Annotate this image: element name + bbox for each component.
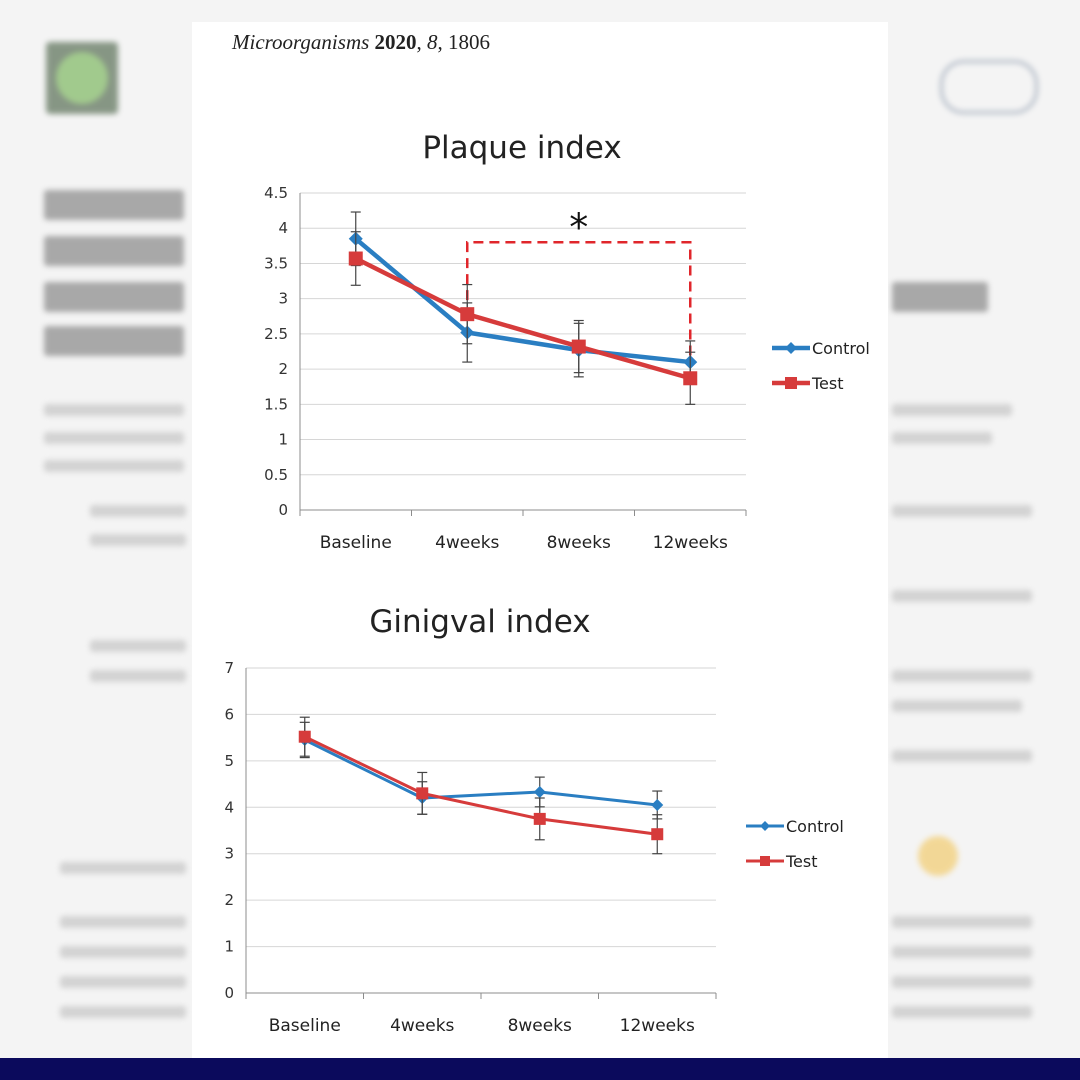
- significance-star: *: [569, 205, 588, 249]
- journal-logo: [46, 42, 118, 114]
- blurred-text-line: [892, 432, 992, 444]
- series-line: [304, 735, 658, 836]
- chart-2: Ginigval index 0 1 2 3 4 5 6 7 Baseline 4weeks 8wee…: [224, 604, 843, 1036]
- badge-icon: [918, 836, 958, 876]
- x-tick-label: Baseline: [320, 533, 392, 553]
- blurred-text-line: [892, 916, 1032, 928]
- legend-label: Test: [811, 374, 844, 393]
- x-tick-label: 8weeks: [508, 1016, 572, 1036]
- journal-citation: Microorganisms 2020, 8, 1806: [232, 30, 491, 54]
- blurred-title-line: [44, 282, 184, 312]
- y-tick-label: 1: [278, 431, 288, 449]
- blurred-text-line: [892, 750, 1032, 762]
- legend-marker: [785, 342, 797, 354]
- y-tick-label: 0: [278, 501, 288, 519]
- y-tick-label: 4: [224, 798, 234, 816]
- legend-label: Control: [812, 339, 870, 358]
- legend-label: Test: [785, 852, 818, 871]
- series-control: [298, 721, 664, 820]
- blurred-text-line: [60, 862, 186, 874]
- blurred-title-line: [892, 282, 988, 312]
- x-tick-label: 4weeks: [390, 1016, 454, 1036]
- series-test: [348, 231, 698, 405]
- figure-page: Microorganisms 2020, 8, 1806 Plaque inde…: [192, 22, 888, 1058]
- blurred-text-line: [44, 460, 184, 472]
- series-test: [298, 716, 664, 855]
- y-tick-label: 3: [224, 845, 234, 863]
- legend-marker: [760, 856, 770, 866]
- significance-bracket: [466, 241, 692, 365]
- chart-1: Plaque index 0 0.5 1 1.5 2 2.5 3 3.5 4 4.5 Baseline…: [264, 130, 870, 553]
- blurred-text-line: [90, 670, 186, 682]
- data-point: [348, 251, 363, 266]
- y-tick-label: 2.5: [264, 325, 288, 343]
- blurred-text-line: [892, 1006, 1032, 1018]
- data-point: [571, 339, 586, 354]
- journal-year: 2020: [374, 30, 417, 54]
- blurred-text-line: [892, 700, 1022, 712]
- data-point: [533, 812, 546, 825]
- blurred-text-line: [892, 505, 1032, 517]
- blurred-text-line: [892, 670, 1032, 682]
- data-point: [683, 371, 698, 386]
- y-tick-label: 4: [278, 219, 288, 237]
- legend-marker: [785, 377, 797, 389]
- x-tick-label: 12weeks: [620, 1016, 695, 1036]
- legend-label: Control: [786, 817, 844, 836]
- journal-volume: 8: [427, 30, 438, 54]
- data-point: [651, 798, 664, 811]
- bottom-border-bar: [0, 1058, 1080, 1080]
- blurred-text-line: [892, 404, 1012, 416]
- data-point: [651, 828, 664, 841]
- blurred-text-line: [60, 946, 186, 958]
- y-tick-label: 2: [224, 891, 234, 909]
- series-line: [354, 237, 691, 365]
- blurred-text-line: [892, 590, 1032, 602]
- blurred-text-line: [90, 640, 186, 652]
- journal-name: Microorganisms: [232, 30, 370, 54]
- blurred-title-line: [44, 236, 184, 266]
- chart-title: Ginigval index: [369, 604, 590, 640]
- data-point: [460, 307, 475, 322]
- chart-title: Plaque index: [422, 130, 621, 166]
- blurred-text-line: [90, 505, 186, 517]
- x-tick-label: Baseline: [269, 1016, 341, 1036]
- y-tick-label: 4.5: [264, 184, 288, 202]
- x-tick-label: 4weeks: [435, 533, 499, 553]
- blurred-text-line: [60, 976, 186, 988]
- blurred-text-line: [90, 534, 186, 546]
- data-point: [298, 730, 311, 743]
- y-tick-label: 1.5: [264, 395, 288, 413]
- y-tick-label: 3.5: [264, 254, 288, 272]
- x-tick-label: 12weeks: [653, 533, 728, 553]
- blurred-text-line: [60, 916, 186, 928]
- publisher-logo: [940, 60, 1038, 114]
- blurred-text-line: [60, 1006, 186, 1018]
- legend-marker: [760, 821, 770, 831]
- y-tick-label: 0.5: [264, 466, 288, 484]
- y-tick-label: 5: [224, 752, 234, 770]
- data-point: [533, 785, 546, 798]
- y-tick-label: 1: [224, 938, 234, 956]
- y-tick-label: 2: [278, 360, 288, 378]
- article-number: 1806: [448, 30, 491, 54]
- y-tick-label: 7: [224, 659, 234, 677]
- y-tick-label: 0: [224, 984, 234, 1002]
- blurred-text-line: [44, 404, 184, 416]
- series-line: [304, 738, 658, 807]
- data-point: [416, 787, 429, 800]
- series-line: [354, 256, 691, 381]
- blurred-title-line: [44, 326, 184, 356]
- x-tick-label: 8weeks: [547, 533, 611, 553]
- y-tick-label: 3: [278, 290, 288, 308]
- blurred-title-line: [44, 190, 184, 220]
- blurred-text-line: [892, 976, 1032, 988]
- blurred-text-line: [44, 432, 184, 444]
- series-control: [348, 211, 698, 384]
- charts-canvas: Plaque index 0 0.5 1 1.5 2 2.5 3 3.5 4 4.5 Baseline…: [224, 130, 870, 1036]
- blurred-text-line: [892, 946, 1032, 958]
- y-tick-label: 6: [224, 705, 234, 723]
